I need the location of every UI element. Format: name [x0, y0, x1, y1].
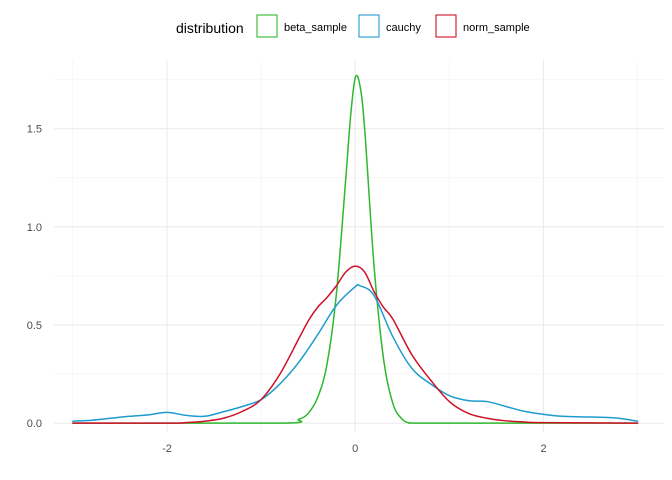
y-tick-label: 1.5: [27, 124, 42, 136]
legend-key-cauchy: [358, 14, 380, 38]
x-tick-label: 0: [352, 443, 358, 455]
legend-label: beta_sample: [284, 22, 347, 34]
series-line-beta-sample: [72, 74, 639, 424]
legend-label: cauchy: [386, 22, 421, 34]
x-axis: -2 0 2: [162, 443, 546, 455]
series-line-cauchy: [72, 283, 639, 422]
legend-key-beta-sample: [256, 14, 278, 38]
plot-panel: [54, 60, 664, 432]
legend-label: norm_sample: [463, 22, 530, 34]
legend: distribution beta_sample cauchy norm_sampl…: [176, 14, 530, 38]
x-tick-label: -2: [162, 443, 172, 455]
legend-title: distribution: [176, 20, 244, 36]
minor-gridlines: [54, 60, 664, 432]
series-layer: [72, 74, 639, 424]
y-tick-label: 0.5: [27, 320, 42, 332]
x-tick-label: 2: [540, 443, 546, 455]
y-axis: 0.0 0.5 1.0 1.5: [27, 124, 42, 430]
y-tick-label: 1.0: [27, 222, 42, 234]
major-gridlines: [54, 60, 664, 432]
y-tick-label: 0.0: [27, 418, 42, 430]
series-line-norm-sample: [72, 265, 639, 424]
legend-key-norm-sample: [435, 14, 457, 38]
